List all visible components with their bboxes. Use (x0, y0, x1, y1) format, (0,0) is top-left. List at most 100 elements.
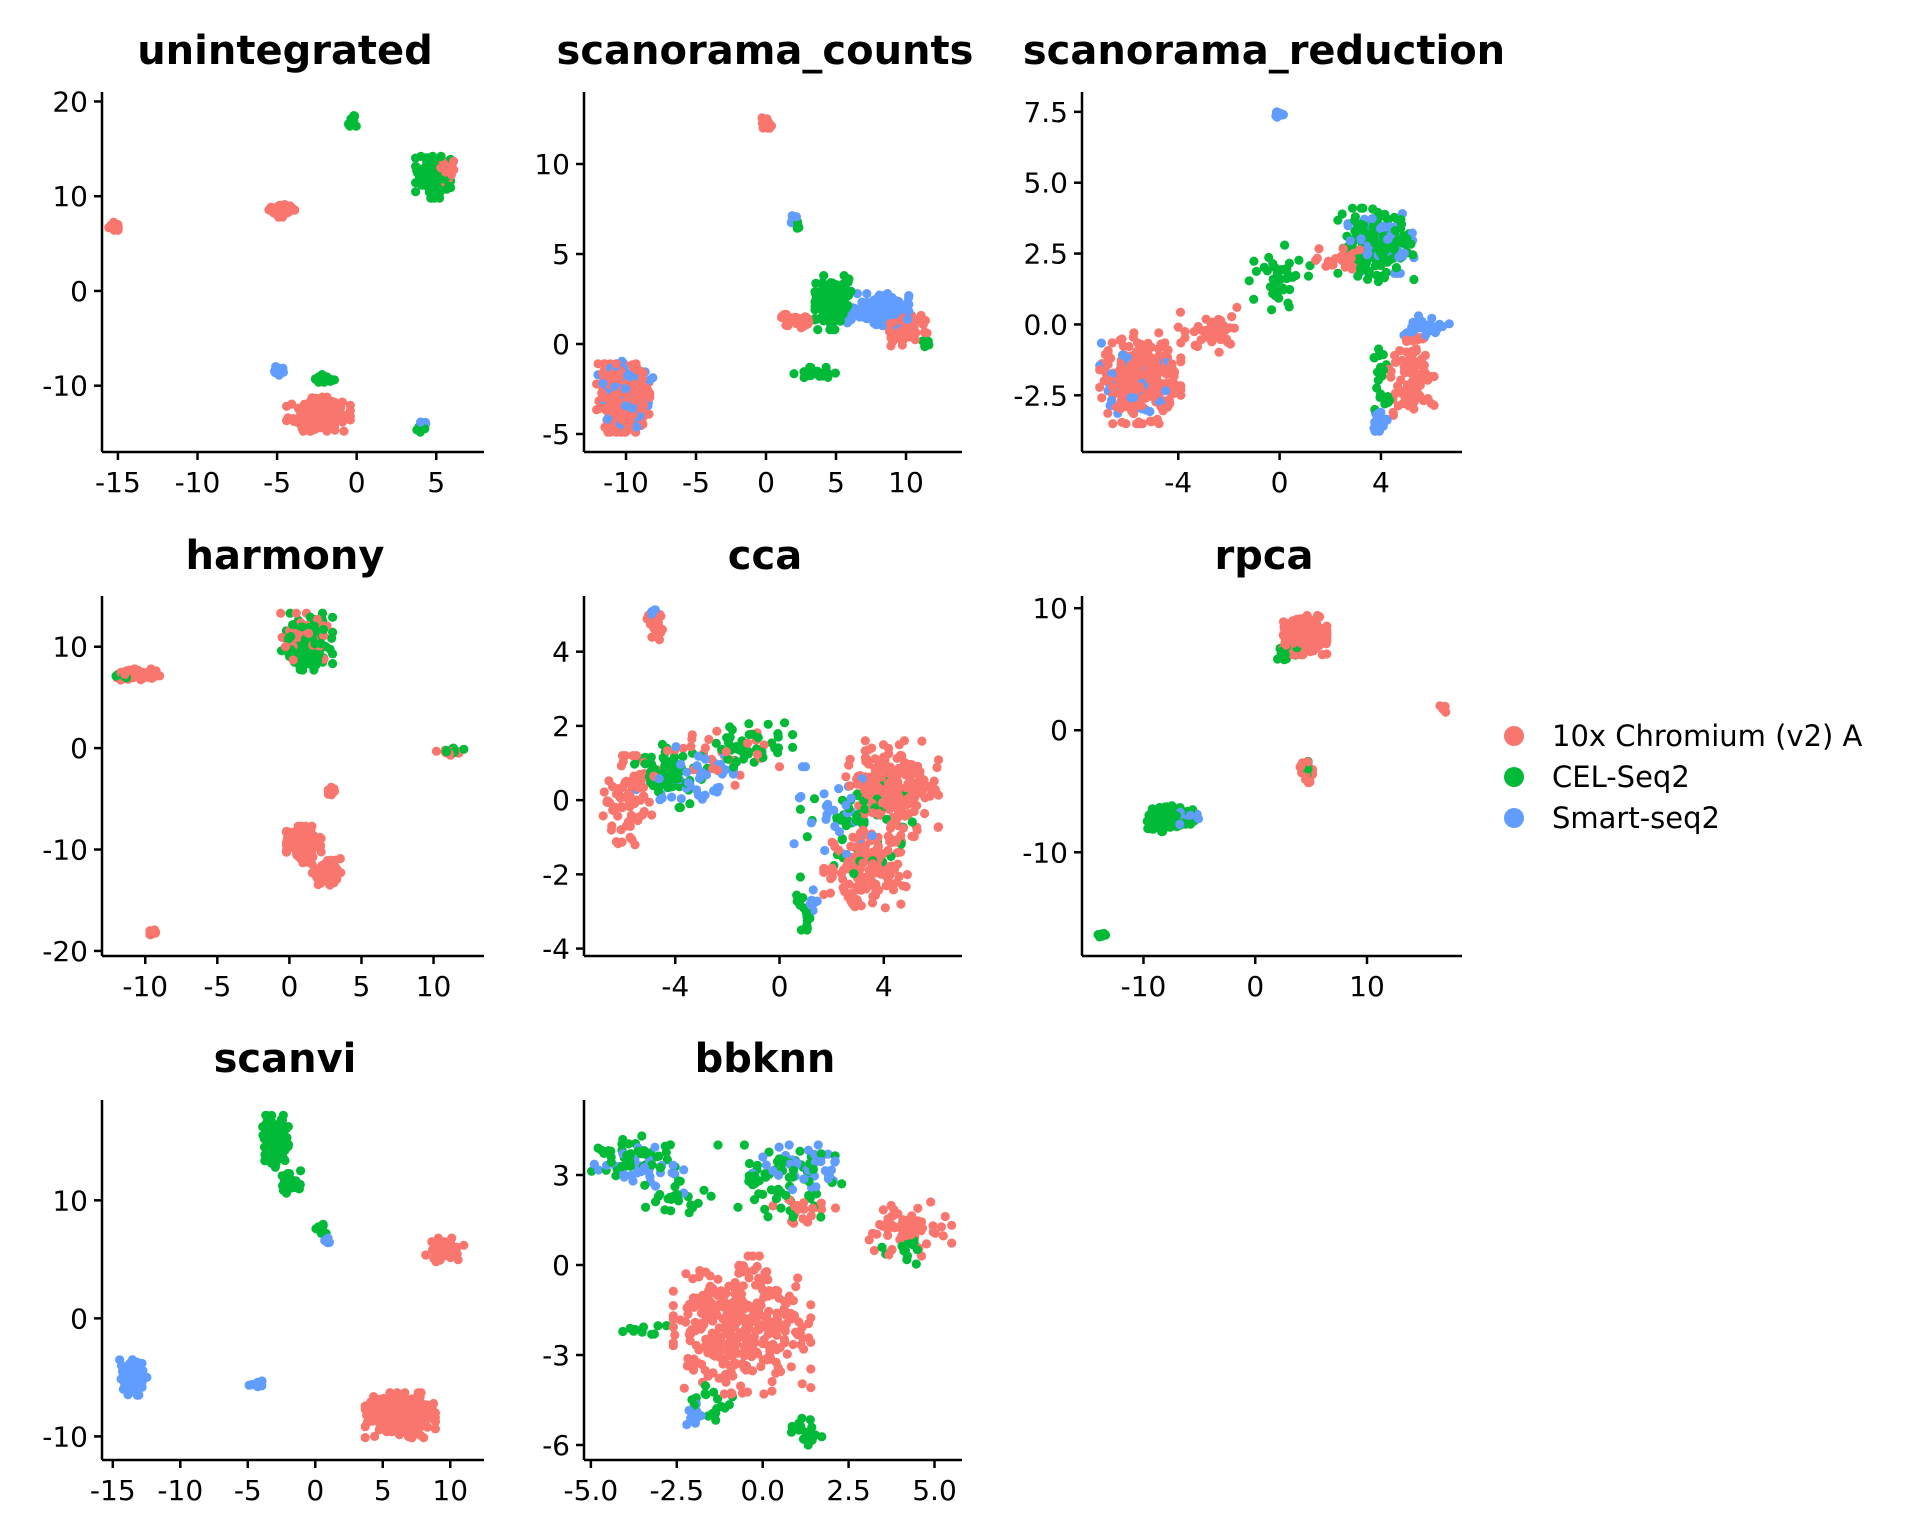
data-point (151, 927, 161, 937)
data-point (370, 1431, 380, 1441)
data-point (1164, 367, 1174, 377)
data-point (430, 1408, 440, 1418)
data-point (679, 1165, 689, 1175)
data-point (291, 608, 301, 618)
data-point (885, 319, 896, 329)
data-point (611, 803, 621, 813)
data-point (1421, 330, 1431, 340)
data-point (867, 831, 877, 841)
data-point (1180, 327, 1190, 337)
data-point (1278, 283, 1288, 293)
data-point (1388, 407, 1398, 417)
data-point (598, 811, 608, 821)
data-point (322, 869, 332, 879)
data-point (918, 319, 928, 330)
x-tick-label: 10 (888, 466, 924, 499)
data-point (279, 1177, 290, 1188)
data-point (898, 325, 908, 335)
data-point (120, 669, 130, 680)
data-point (693, 751, 704, 761)
data-point (1114, 388, 1124, 398)
data-point (788, 212, 798, 222)
data-point (1154, 328, 1164, 338)
data-point (631, 751, 642, 761)
data-point (1372, 270, 1382, 280)
data-point (883, 778, 894, 788)
data-point (842, 316, 852, 326)
data-point (414, 174, 424, 185)
data-point (683, 778, 694, 788)
data-point (862, 289, 872, 299)
data-point (1175, 819, 1185, 830)
points (592, 113, 934, 437)
panel-title: scanvi (214, 1036, 357, 1082)
data-point (805, 362, 815, 372)
data-point (667, 792, 677, 802)
data-point (794, 793, 804, 803)
data-point (1165, 398, 1175, 408)
data-point (1232, 302, 1242, 312)
data-point (784, 1140, 794, 1150)
data-point (351, 121, 361, 131)
data-point (835, 316, 845, 326)
data-point (823, 316, 834, 326)
data-point (306, 829, 316, 839)
data-point (1298, 615, 1308, 625)
data-point (1128, 408, 1139, 419)
data-point (827, 278, 837, 288)
data-point (1369, 353, 1379, 363)
data-point (1378, 210, 1388, 220)
data-point (430, 1424, 440, 1434)
data-point (657, 793, 667, 803)
data-point (1322, 649, 1332, 659)
data-point (616, 761, 627, 771)
y-tick-label: 0 (70, 732, 88, 765)
data-point (628, 410, 638, 420)
data-point (883, 794, 894, 805)
data-point (843, 300, 853, 311)
data-point (441, 747, 452, 757)
data-point (1197, 325, 1207, 335)
data-point (687, 730, 697, 740)
data-point (1137, 419, 1147, 429)
data-point (1189, 327, 1199, 337)
data-point (328, 785, 338, 795)
data-point (766, 121, 776, 131)
data-point (409, 1420, 419, 1430)
data-point (712, 726, 722, 736)
data-point (276, 608, 286, 618)
data-point (288, 655, 298, 665)
data-point (117, 1361, 127, 1371)
data-point (894, 740, 904, 750)
data-point (821, 362, 831, 372)
data-point (654, 774, 664, 784)
panel-scanorama-reduction: scanorama_reduction-4 0 4-2.50.02.55.07.5 (1013, 28, 1505, 499)
data-point (1415, 380, 1425, 390)
data-point (1406, 352, 1416, 362)
x-tick-label: -5 (682, 466, 710, 499)
data-point (273, 205, 283, 215)
y-tick-label: 10 (1032, 592, 1068, 625)
data-point (817, 278, 828, 288)
data-point (598, 393, 608, 403)
data-point (889, 303, 899, 313)
data-point (339, 426, 349, 436)
data-point (907, 817, 917, 827)
data-point (1095, 365, 1105, 375)
data-point (816, 1212, 826, 1222)
data-point (1291, 270, 1301, 281)
data-point (700, 743, 711, 753)
y-tick-label: -5 (542, 418, 570, 451)
x-tick-label: 0 (348, 466, 366, 499)
data-point (1401, 240, 1411, 250)
data-point (1147, 383, 1157, 393)
data-point (1271, 278, 1281, 288)
data-point (1353, 271, 1363, 281)
data-point (860, 736, 870, 746)
data-point (1394, 252, 1404, 262)
data-point (743, 738, 753, 748)
data-point (909, 321, 919, 332)
y-tick-label: 10 (52, 180, 88, 213)
